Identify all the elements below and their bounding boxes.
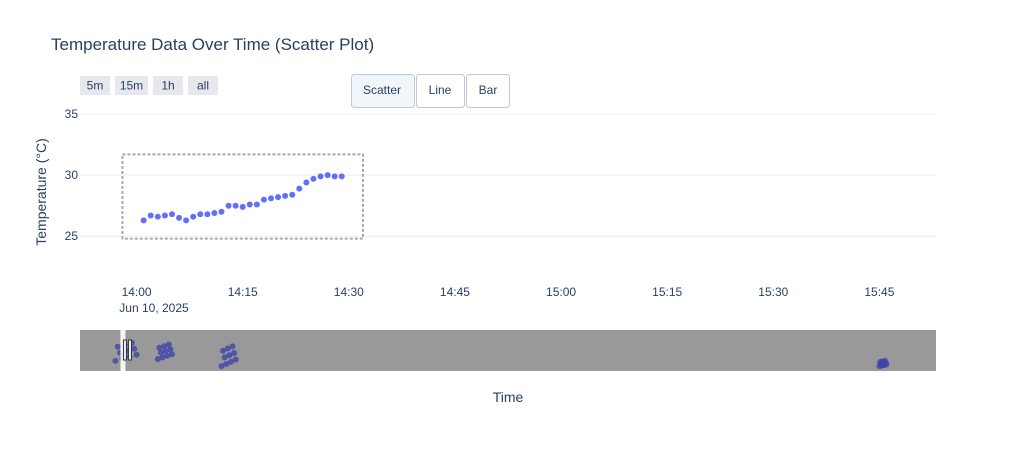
range-button-label: 5m: [87, 79, 104, 93]
range-slider-point: [167, 346, 174, 353]
data-point: [260, 196, 267, 203]
range-slider[interactable]: [80, 330, 936, 371]
range-button-label: all: [197, 79, 209, 93]
range-button-5m[interactable]: 5m: [80, 76, 110, 95]
line-button[interactable]: Line: [416, 74, 465, 108]
range-slider-track[interactable]: [80, 330, 936, 371]
range-slider-point: [231, 349, 238, 356]
range-slider-point: [229, 343, 236, 350]
range-slider-point: [224, 345, 231, 352]
scatter-button-label: Scatter: [363, 83, 401, 97]
y-tick-label: 35: [65, 107, 79, 121]
data-point: [246, 201, 253, 208]
range-slider-point: [131, 345, 138, 352]
data-point: [338, 173, 345, 180]
data-point: [317, 173, 324, 180]
range-slider-point: [227, 358, 234, 365]
range-slider-point: [221, 354, 228, 361]
range-slider-point: [165, 341, 172, 348]
x-tick-label: 15:00: [546, 285, 576, 299]
data-point: [282, 192, 289, 199]
y-axis-ticks: 25 30 35: [65, 107, 79, 243]
range-slider-point: [154, 356, 161, 363]
data-point: [289, 191, 296, 198]
range-slider-point: [112, 357, 119, 364]
range-slider-point: [157, 349, 164, 356]
chart-type-buttons: Scatter Line Bar: [351, 74, 510, 108]
selection-box[interactable]: [121, 153, 364, 240]
range-slider-point: [156, 344, 163, 351]
data-point: [275, 194, 282, 201]
range-slider-handle-left[interactable]: [122, 339, 127, 361]
range-selector: 5m 15m 1h all: [80, 76, 218, 95]
y-tick-label: 25: [65, 229, 79, 243]
data-point: [303, 179, 310, 186]
range-slider-point: [161, 343, 168, 350]
scatter-button[interactable]: Scatter: [351, 74, 415, 108]
range-button-label: 1h: [161, 79, 174, 93]
bar-button[interactable]: Bar: [466, 74, 510, 108]
data-point: [176, 214, 183, 221]
range-button-1h[interactable]: 1h: [153, 76, 183, 95]
x-tick-label: 14:00: [122, 285, 152, 299]
range-button-all[interactable]: all: [188, 76, 218, 95]
x-tick-label: 15:15: [652, 285, 682, 299]
data-point: [190, 213, 197, 220]
x-axis-ticks: 14:00 14:15 14:30 14:45 15:00 15:15 15:30 15:45: [122, 285, 895, 299]
bar-button-label: Bar: [479, 83, 498, 97]
data-point: [147, 212, 154, 219]
range-slider-point: [223, 361, 230, 368]
x-tick-label: 14:30: [334, 285, 364, 299]
data-point: [183, 217, 190, 224]
line-button-label: Line: [429, 83, 452, 97]
data-point: [154, 213, 161, 220]
range-slider-point: [114, 343, 121, 350]
range-slider-point: [159, 354, 166, 361]
x-date-label: Jun 10, 2025: [119, 301, 189, 315]
x-tick-label: 14:45: [440, 285, 470, 299]
range-slider-point: [220, 347, 227, 354]
range-button-15m[interactable]: 15m: [115, 76, 148, 95]
gridlines: [80, 113, 936, 237]
range-slider-point: [226, 352, 233, 359]
data-point: [211, 210, 218, 217]
data-point: [168, 211, 175, 218]
data-point: [310, 175, 317, 182]
data-point: [296, 185, 303, 192]
data-point: [331, 173, 338, 180]
data-point: [239, 203, 246, 210]
range-slider-point: [164, 352, 171, 359]
range-button-label: 15m: [120, 79, 143, 93]
range-slider-point: [162, 347, 169, 354]
range-slider-point: [218, 363, 225, 370]
y-axis-label: Temperature (°C): [33, 138, 49, 246]
data-point: [197, 211, 204, 218]
range-slider-point: [168, 351, 175, 358]
data-point: [218, 208, 225, 215]
data-point: [324, 172, 331, 179]
x-axis-label: Time: [493, 389, 524, 405]
data-point: [140, 217, 147, 224]
data-point: [225, 202, 232, 209]
x-tick-label: 14:15: [228, 285, 258, 299]
range-slider-point: [133, 351, 140, 358]
data-point: [268, 195, 275, 202]
range-slider-point: [883, 361, 890, 368]
x-tick-label: 15:45: [864, 285, 894, 299]
data-point: [232, 202, 239, 209]
y-tick-label: 30: [65, 168, 79, 182]
chart-title: Temperature Data Over Time (Scatter Plot…: [51, 35, 374, 54]
x-tick-label: 15:30: [758, 285, 788, 299]
data-point: [161, 212, 168, 219]
data-points: [140, 172, 345, 224]
range-slider-point: [232, 356, 239, 363]
data-point: [204, 211, 211, 218]
plot-area[interactable]: 25 30 35 14:00 14:15 14:30 14:45 15:00 15:15 15:…: [65, 107, 936, 299]
data-point: [253, 201, 260, 208]
range-slider-handle-right[interactable]: [127, 339, 132, 361]
